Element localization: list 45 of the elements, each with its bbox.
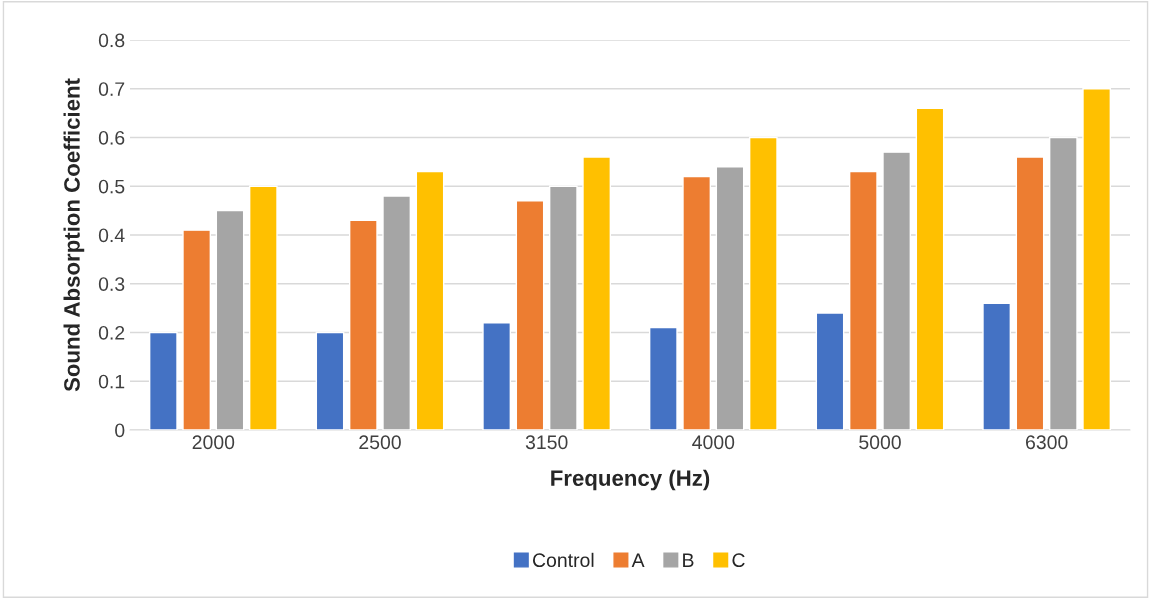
bar — [348, 219, 378, 430]
x-tick-label: 6300 — [1026, 435, 1068, 450]
bar — [982, 302, 1012, 430]
y-tick-label: 0 — [115, 423, 125, 438]
y-tick-label: 0.4 — [98, 228, 125, 243]
y-tick-label: 0.6 — [98, 130, 125, 145]
bar — [748, 136, 778, 430]
bar — [715, 166, 745, 430]
legend-label: A — [631, 553, 645, 567]
bar — [882, 151, 912, 430]
bar — [582, 156, 612, 430]
legend-label: Control — [532, 552, 594, 568]
bar — [1082, 88, 1112, 430]
bar — [215, 209, 245, 430]
y-tick-label: 0.2 — [98, 325, 125, 340]
bar — [1048, 136, 1078, 430]
x-axis-title: Frequency (Hz) — [551, 469, 710, 491]
bar — [248, 185, 278, 430]
bar — [182, 229, 212, 430]
y-tick-label: 0.5 — [98, 179, 125, 194]
bar — [815, 312, 845, 430]
x-tick-label: 4000 — [692, 435, 735, 450]
bar — [382, 195, 412, 430]
bar — [682, 175, 712, 430]
y-tick-label: 0.8 — [98, 33, 125, 48]
bar — [515, 200, 545, 430]
x-tick-label: 2000 — [192, 435, 235, 450]
bar — [915, 107, 945, 430]
y-tick-label: 0.7 — [98, 82, 125, 96]
x-tick-label: 2500 — [359, 435, 401, 450]
bar — [648, 326, 678, 430]
bar — [148, 331, 178, 430]
bar — [482, 322, 512, 430]
legend-label: C — [732, 553, 745, 568]
y-axis-title: Sound Absorption Coefficient — [63, 78, 85, 392]
x-tick-label: 3150 — [525, 435, 568, 450]
bar — [1015, 156, 1045, 430]
y-tick-label: 0.3 — [98, 277, 125, 291]
x-tick-label: 5000 — [859, 435, 901, 450]
bar — [848, 170, 878, 430]
y-tick-label: 0.1 — [98, 374, 125, 389]
bar — [548, 185, 578, 430]
bar — [315, 331, 345, 430]
bar — [415, 170, 445, 430]
legend-label: B — [683, 553, 694, 567]
